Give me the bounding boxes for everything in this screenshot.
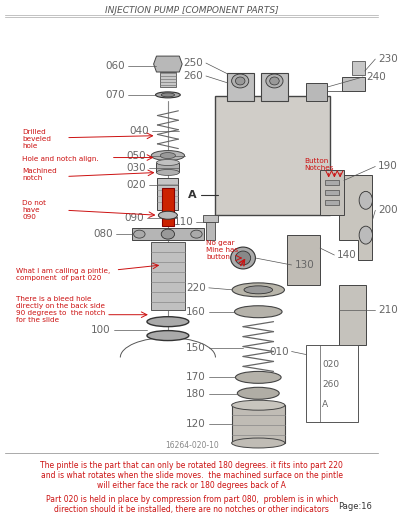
Text: direction should it be installed, there are no notches or other indicators: direction should it be installed, there … <box>54 505 329 514</box>
Text: 100: 100 <box>91 325 111 335</box>
Ellipse shape <box>158 211 178 219</box>
Bar <box>216 96 330 215</box>
Text: No gear
Mine has
button: No gear Mine has button <box>206 240 238 260</box>
Ellipse shape <box>359 191 372 209</box>
Bar <box>352 61 365 75</box>
Ellipse shape <box>161 229 174 239</box>
Text: and is what rotates when the slide moves.  the machined surface on the pintle: and is what rotates when the slide moves… <box>41 471 343 480</box>
Bar <box>232 405 285 443</box>
Ellipse shape <box>232 74 249 88</box>
Ellipse shape <box>151 151 184 161</box>
Ellipse shape <box>232 283 284 297</box>
Text: 210: 210 <box>378 305 398 315</box>
Bar <box>261 73 288 101</box>
Bar <box>160 72 176 87</box>
Text: 070: 070 <box>106 90 125 100</box>
Bar <box>227 73 254 101</box>
Bar <box>306 344 358 422</box>
Text: Button
Notches: Button Notches <box>304 157 334 170</box>
Bar <box>132 228 204 240</box>
Ellipse shape <box>161 93 174 97</box>
Text: 250: 250 <box>183 58 203 68</box>
Bar <box>306 83 327 101</box>
Text: 080: 080 <box>93 229 113 239</box>
Text: 030: 030 <box>126 164 146 174</box>
Ellipse shape <box>359 226 372 244</box>
Text: 130: 130 <box>294 260 314 270</box>
Text: What I am calling a pintle,
component  of part 020: What I am calling a pintle, component of… <box>16 268 110 281</box>
Polygon shape <box>154 56 182 72</box>
Bar <box>325 200 339 205</box>
Ellipse shape <box>160 153 176 159</box>
Ellipse shape <box>236 77 245 85</box>
Text: A: A <box>188 190 196 200</box>
Ellipse shape <box>236 251 251 265</box>
Text: Part 020 is held in place by compression from part 080,  problem is in which: Part 020 is held in place by compression… <box>46 495 338 503</box>
Text: Drilled
beveled
hole: Drilled beveled hole <box>22 128 51 149</box>
Ellipse shape <box>270 77 279 85</box>
Polygon shape <box>339 176 372 260</box>
Ellipse shape <box>156 92 180 98</box>
Text: Hole and notch align.: Hole and notch align. <box>22 155 99 162</box>
Text: 16264-020-10: 16264-020-10 <box>165 441 218 451</box>
Text: 160: 160 <box>186 307 206 316</box>
Bar <box>162 189 174 226</box>
Text: 190: 190 <box>378 162 398 171</box>
Ellipse shape <box>266 74 283 88</box>
Text: Machined
notch: Machined notch <box>22 168 57 181</box>
Ellipse shape <box>232 400 285 410</box>
Text: 230: 230 <box>378 54 398 64</box>
Text: A: A <box>322 400 328 409</box>
Ellipse shape <box>236 371 281 383</box>
Ellipse shape <box>147 316 189 327</box>
Bar <box>342 77 365 91</box>
Ellipse shape <box>191 230 202 238</box>
Text: 170: 170 <box>186 372 206 382</box>
Bar <box>156 163 179 172</box>
Bar <box>325 191 339 195</box>
Text: 240: 240 <box>366 72 386 82</box>
Bar <box>158 178 178 210</box>
Text: 040: 040 <box>129 126 149 136</box>
Text: Page:16: Page:16 <box>338 502 372 511</box>
Text: 140: 140 <box>337 250 357 260</box>
Bar <box>287 235 320 285</box>
Ellipse shape <box>232 438 285 448</box>
Text: 050: 050 <box>126 151 146 161</box>
Bar <box>339 285 366 344</box>
Text: 200: 200 <box>378 205 398 215</box>
Text: 020: 020 <box>126 180 146 191</box>
Text: 060: 060 <box>106 61 125 71</box>
Ellipse shape <box>156 169 179 176</box>
Text: 090: 090 <box>124 213 144 223</box>
Text: 010: 010 <box>269 347 289 356</box>
Ellipse shape <box>134 230 145 238</box>
Bar <box>320 170 344 215</box>
Text: The pintle is the part that can only be rotated 180 degrees. it fits into part 2: The pintle is the part that can only be … <box>40 461 343 470</box>
Ellipse shape <box>244 286 272 294</box>
Text: INJECTION PUMP [COMPONENT PARTS]: INJECTION PUMP [COMPONENT PARTS] <box>105 6 278 15</box>
Text: 260: 260 <box>322 380 339 389</box>
Bar <box>151 242 185 310</box>
Text: 110: 110 <box>174 217 194 227</box>
Bar <box>325 180 339 185</box>
Ellipse shape <box>231 247 256 269</box>
Ellipse shape <box>234 306 282 318</box>
Text: Do not
have
090: Do not have 090 <box>22 200 46 220</box>
Text: 260: 260 <box>183 71 203 81</box>
Text: 180: 180 <box>186 389 206 399</box>
Text: There is a bleed hole
directly on the back side
90 degrees to  the notch
for the: There is a bleed hole directly on the ba… <box>16 296 105 323</box>
Bar <box>203 215 218 222</box>
Ellipse shape <box>156 160 179 166</box>
Ellipse shape <box>147 330 189 340</box>
Ellipse shape <box>237 387 279 399</box>
Text: 150: 150 <box>186 342 206 353</box>
Bar <box>206 218 216 240</box>
Text: 220: 220 <box>186 283 206 293</box>
Text: will either face the rack or 180 degrees back of A: will either face the rack or 180 degrees… <box>97 481 286 490</box>
Text: 020: 020 <box>322 360 339 369</box>
Text: 120: 120 <box>186 419 206 429</box>
